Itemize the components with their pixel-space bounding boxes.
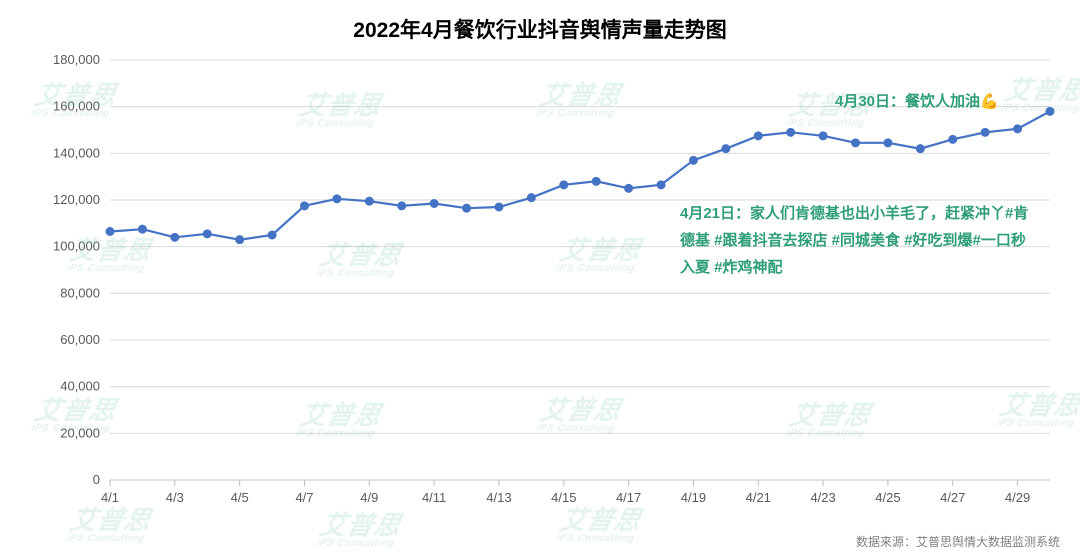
data-point	[852, 139, 860, 147]
y-axis-label: 120,000	[53, 192, 100, 207]
x-axis-label: 4/19	[681, 490, 706, 505]
y-axis-label: 40,000	[60, 379, 100, 394]
data-point	[236, 236, 244, 244]
data-point	[560, 181, 568, 189]
x-axis-label: 4/15	[551, 490, 576, 505]
data-point	[527, 194, 535, 202]
chart-annotation: 4月21日：家人们肯德基也出小羊毛了，赶紧冲丫#肯德基 #跟着抖音去探店 #同城…	[680, 200, 1040, 281]
data-point	[138, 225, 146, 233]
data-point	[981, 128, 989, 136]
data-point	[463, 204, 471, 212]
data-point	[1014, 125, 1022, 133]
data-point	[106, 228, 114, 236]
x-axis-label: 4/21	[746, 490, 771, 505]
x-axis-label: 4/3	[166, 490, 184, 505]
x-axis-label: 4/13	[486, 490, 511, 505]
data-point	[949, 135, 957, 143]
x-axis-label: 4/1	[101, 490, 119, 505]
x-axis-label: 4/29	[1005, 490, 1030, 505]
data-point	[722, 145, 730, 153]
x-axis-label: 4/5	[231, 490, 249, 505]
y-axis-label: 60,000	[60, 332, 100, 347]
x-axis-label: 4/7	[295, 490, 313, 505]
y-axis-label: 140,000	[53, 145, 100, 160]
y-axis-label: 180,000	[53, 52, 100, 67]
y-axis-label: 80,000	[60, 285, 100, 300]
data-point	[268, 231, 276, 239]
data-point	[819, 132, 827, 140]
data-point	[398, 202, 406, 210]
data-source-label: 数据来源：艾普思舆情大数据监测系统	[856, 533, 1060, 550]
chart-annotation: 4月30日：餐饮人加油💪	[835, 88, 1065, 115]
x-axis-label: 4/23	[810, 490, 835, 505]
data-point	[754, 132, 762, 140]
data-point	[171, 233, 179, 241]
data-point	[203, 230, 211, 238]
y-axis-label: 100,000	[53, 239, 100, 254]
data-point	[365, 197, 373, 205]
data-point	[916, 145, 924, 153]
data-point	[592, 177, 600, 185]
x-axis-label: 4/17	[616, 490, 641, 505]
y-axis-label: 160,000	[53, 99, 100, 114]
x-axis-label: 4/9	[360, 490, 378, 505]
x-axis-label: 4/11	[422, 490, 446, 505]
data-point	[333, 195, 341, 203]
data-point	[430, 200, 438, 208]
y-axis-label: 0	[93, 472, 100, 487]
x-axis-label: 4/27	[940, 490, 965, 505]
data-point	[657, 181, 665, 189]
y-axis-label: 20,000	[60, 425, 100, 440]
x-axis-label: 4/25	[875, 490, 900, 505]
data-point	[495, 203, 503, 211]
data-point	[300, 202, 308, 210]
chart-container: { "title": "2022年4月餐饮行业抖音舆情声量走势图", "titl…	[0, 0, 1080, 556]
data-point	[787, 128, 795, 136]
data-point	[884, 139, 892, 147]
data-point	[625, 184, 633, 192]
data-point	[689, 156, 697, 164]
